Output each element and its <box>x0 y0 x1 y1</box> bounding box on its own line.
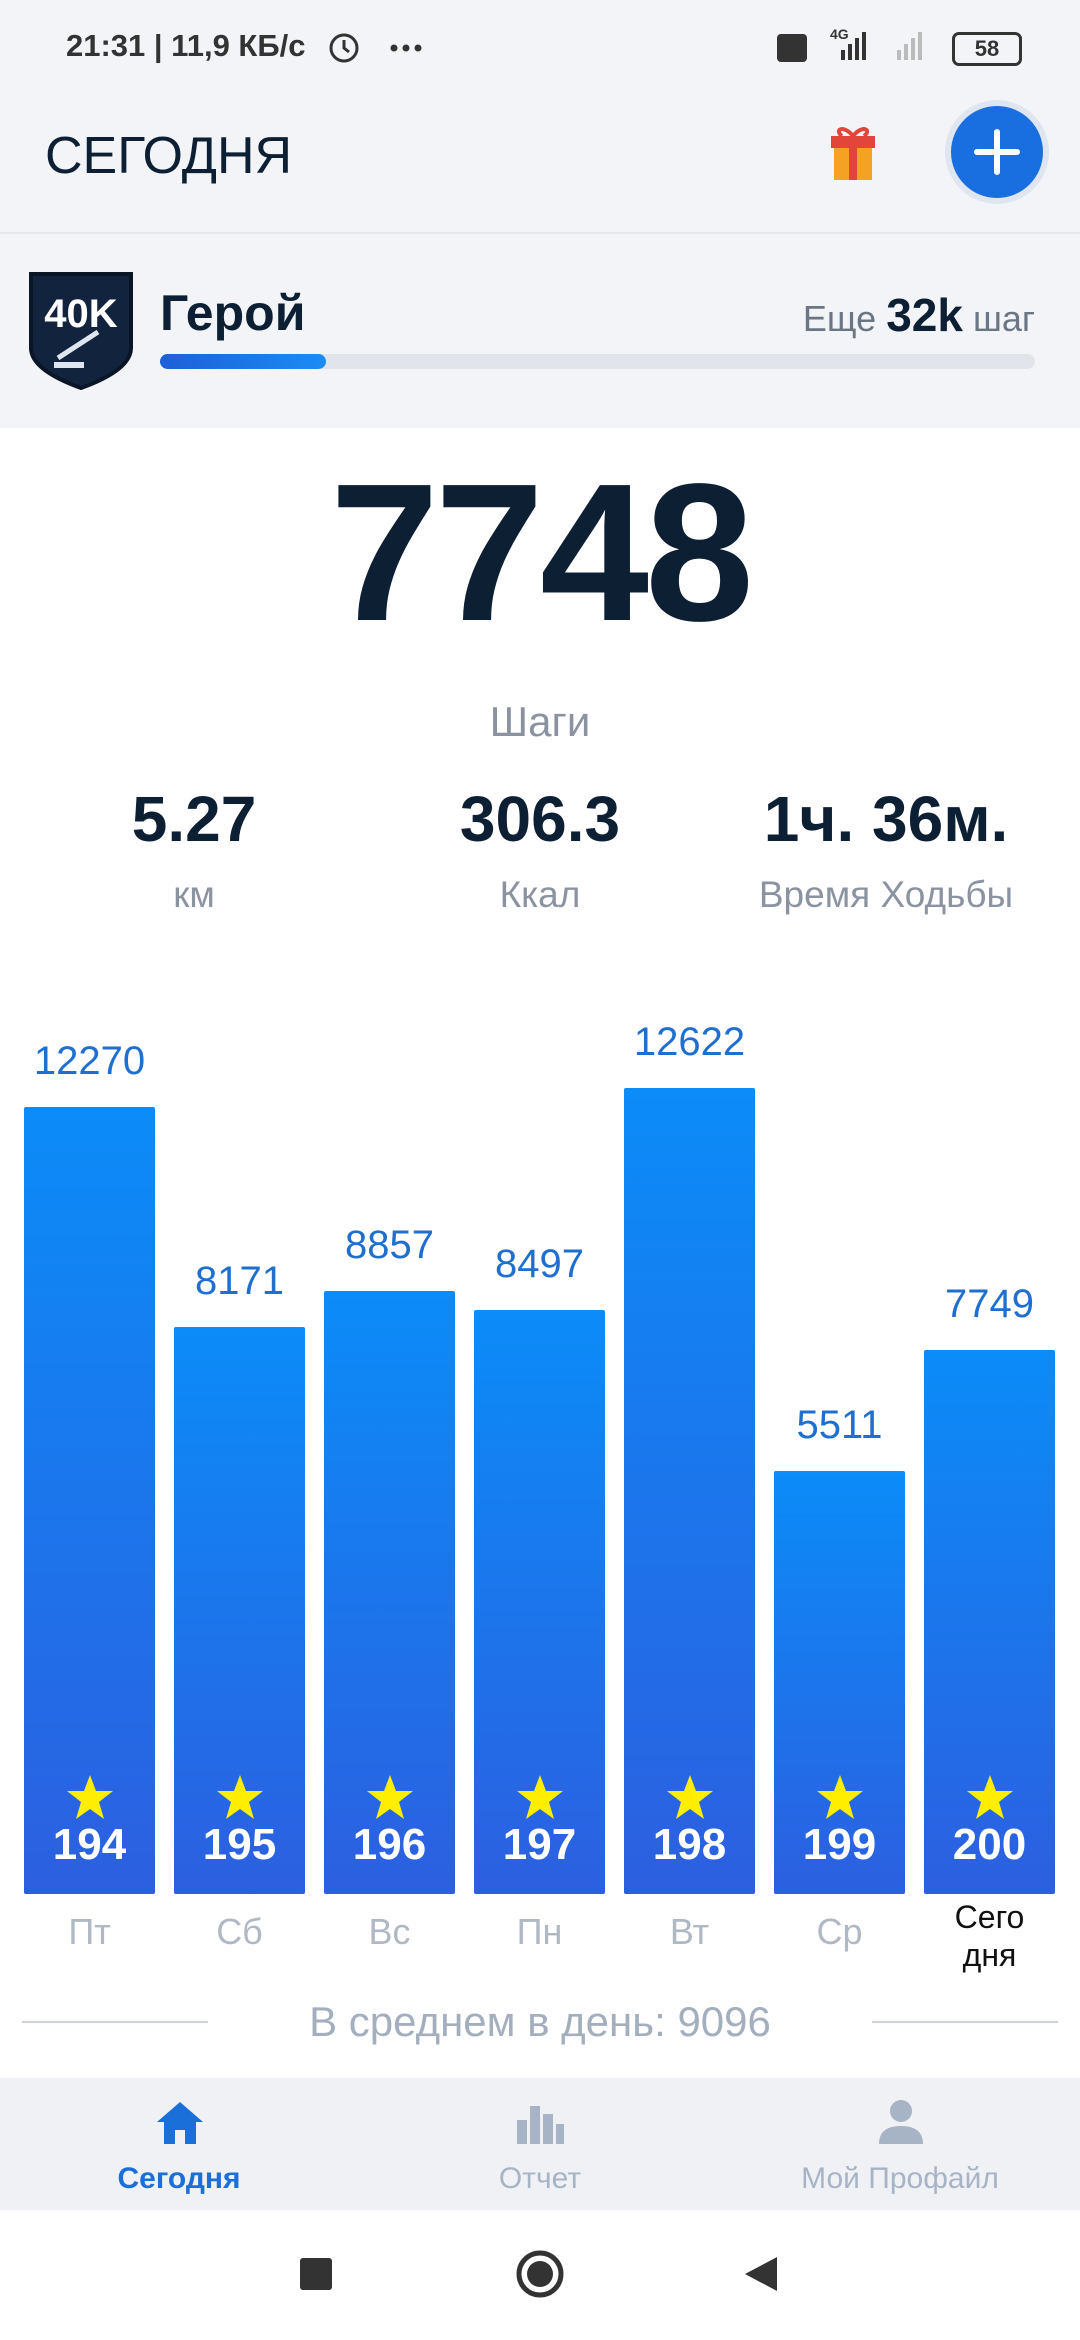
gift-button[interactable] <box>828 122 878 186</box>
achievement: 40K Герой Еще 32k шаг <box>0 234 1080 428</box>
day-label: Пт <box>68 1911 111 1952</box>
star-icon <box>66 1775 113 1819</box>
average: В среднем в день: 9096 <box>309 1998 771 2046</box>
status-icons <box>329 33 422 63</box>
rank-label: 199 <box>802 1820 877 1869</box>
header-title: СЕГОДНЯ <box>45 127 293 185</box>
rank-label: 196 <box>352 1820 427 1869</box>
star-icon <box>366 1775 413 1819</box>
stat-value: 5.27 <box>131 783 257 855</box>
remaining: Еще 32k шаг <box>803 288 1035 342</box>
day-label: Ср <box>816 1911 863 1952</box>
steps-label: Шаги <box>489 698 591 745</box>
bar <box>24 1106 155 1894</box>
status-bar: 21:31 | 11,9 КБ/с 4G 58 <box>0 0 1080 96</box>
bar <box>774 1470 905 1894</box>
nav-item[interactable]: Мой Профайл <box>801 2162 999 2195</box>
value-label: 8857 <box>345 1222 434 1267</box>
report-icon <box>517 2106 564 2144</box>
bottom-nav: Сегодня Отчет Мой Профайл <box>0 2078 1080 2210</box>
remaining-suffix: шаг <box>972 298 1035 339</box>
stat-label: км <box>173 874 215 915</box>
progress-fill <box>160 354 327 369</box>
average-label: В среднем в день: <box>309 1998 666 2045</box>
profile-icon <box>879 2100 923 2144</box>
rank-label: 197 <box>502 1820 577 1869</box>
system-buttons <box>300 2250 777 2298</box>
value-label: 8497 <box>495 1241 584 1286</box>
star-icon <box>966 1775 1013 1819</box>
value-label: 12270 <box>33 1038 146 1083</box>
battery: 58 <box>952 32 1022 66</box>
status-text: 21:31 | 11,9 КБ/с <box>66 28 306 63</box>
star-icon <box>516 1775 563 1819</box>
rank-label: 200 <box>952 1820 1027 1869</box>
day-label: Сб <box>216 1911 263 1952</box>
stat-value: 1ч. 36м. <box>763 783 1009 855</box>
achievement-title: Герой <box>160 285 306 341</box>
badge-shield <box>29 272 133 390</box>
nav-item[interactable]: Отчет <box>498 2162 582 2195</box>
day-label: Пн <box>516 1911 563 1952</box>
bar <box>624 1088 755 1894</box>
network-type: 4G <box>830 26 849 42</box>
rank-label: 198 <box>652 1820 727 1869</box>
stat-label: Ккал <box>499 874 581 915</box>
progress-track <box>160 354 1035 369</box>
star-icon <box>666 1775 713 1819</box>
rank-label: 194 <box>52 1820 127 1869</box>
nav-item[interactable]: Сегодня <box>117 2162 241 2195</box>
value-label: 8171 <box>195 1259 284 1304</box>
stat-label: Время Ходьбы <box>758 874 1014 915</box>
remaining-value: 32k <box>886 289 963 341</box>
home-icon <box>157 2102 203 2144</box>
divider <box>872 2021 1058 2023</box>
signal-icons <box>777 32 922 62</box>
add-button[interactable] <box>944 96 1054 206</box>
value-label: 5511 <box>796 1402 883 1447</box>
rank-label: 195 <box>202 1820 277 1869</box>
header: СЕГОДНЯ <box>0 96 1080 234</box>
star-icon <box>216 1775 263 1819</box>
remaining-prefix: Еще <box>802 298 877 339</box>
average-value: 9096 <box>677 1998 771 2045</box>
day-label: Вс <box>368 1911 411 1952</box>
value-label: 12622 <box>633 1020 746 1064</box>
day-label: Вт <box>669 1911 710 1952</box>
bar-chart: 12270 194 Пт 8171 195 Сб 8857 196 Вс 8497 197 Пн 126… <box>24 1020 1055 1973</box>
day-label: Сегодня <box>954 1899 1025 1973</box>
value-label: 7749 <box>945 1282 1034 1327</box>
system-nav <box>0 2210 1080 2340</box>
badge-label: 40K <box>44 292 118 336</box>
divider <box>22 2021 208 2023</box>
steps-count: 7748 <box>329 443 754 662</box>
stat-value: 306.3 <box>459 783 621 855</box>
star-icon <box>816 1775 863 1819</box>
